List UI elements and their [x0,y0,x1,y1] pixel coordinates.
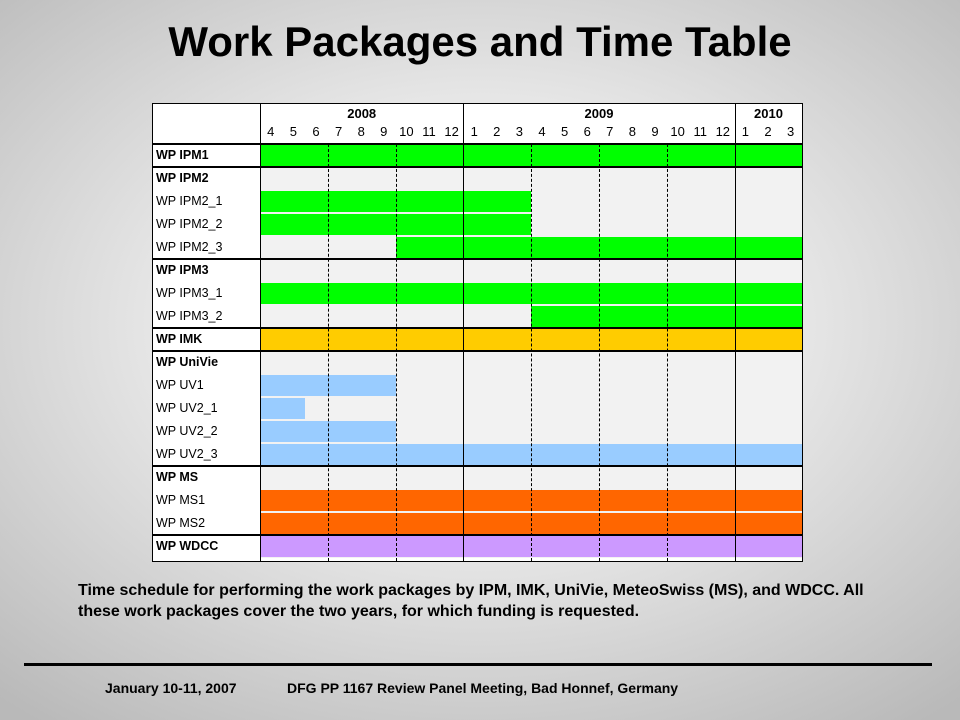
year-label: 2010 [754,106,783,121]
gantt-row-background [260,259,802,282]
month-label: 3 [515,124,523,139]
work-package-label: WP IPM3 [156,263,209,277]
gantt-bar [531,306,803,327]
work-package-label: WP WDCC [156,539,219,553]
quarter-divider [531,144,533,561]
footer-divider [24,663,932,666]
month-label: 3 [786,124,795,139]
group-separator [153,327,802,329]
month-label: 11 [422,124,436,139]
caption-text: Time schedule for performing the work pa… [78,582,864,620]
group-separator [153,350,802,352]
group-separator [153,166,802,168]
month-label: 2 [493,124,501,139]
work-package-label: WP IPM1 [156,148,209,162]
work-package-label: WP UV1 [156,378,204,392]
work-package-label: WP MS1 [156,493,206,507]
month-label: 12 [715,124,731,139]
month-label: 7 [606,124,614,139]
gantt-row-background [260,397,802,420]
month-label: 10 [399,124,414,139]
quarter-divider [599,144,600,561]
gantt-row-background [260,167,802,190]
work-package-label: WP UV2_2 [156,424,218,438]
label-column-border [260,104,261,561]
work-package-label: WP IPM2_3 [156,240,223,254]
month-label: 11 [693,124,707,139]
gantt-bar [260,398,306,419]
group-separator [153,534,802,536]
work-package-label: WP IPM3_2 [156,309,223,323]
group-separator [153,258,802,260]
quarter-divider [666,144,668,561]
work-package-label: WP MS [156,470,199,484]
month-label: 6 [583,124,591,139]
year-label: 2008 [347,106,377,121]
group-separator [153,143,802,145]
group-separator [153,465,802,467]
work-package-label: WP IMK [156,332,203,346]
month-label: 4 [538,124,546,139]
gantt-bar [395,237,803,258]
work-package-label: WP IPM3_1 [156,286,223,300]
work-package-label: WP MS2 [156,516,206,530]
month-label: 6 [312,124,320,139]
year-divider [463,104,465,561]
quarter-divider [395,144,397,561]
month-label: 8 [357,124,365,139]
month-label: 9 [651,124,659,139]
footer-date: January 10-11, 2007 [105,680,237,696]
month-label: 12 [444,124,459,139]
month-label: 4 [267,124,275,139]
month-label: 1 [470,124,478,139]
year-label: 2009 [584,106,614,121]
work-package-label: WP UV2_3 [156,447,218,461]
gantt-row-background [260,351,802,374]
month-label: 8 [628,124,636,139]
month-label: 5 [560,124,569,139]
month-label: 10 [670,124,685,139]
gantt-row-background [260,466,802,489]
work-package-label: WP UniVie [156,355,219,369]
slide-title: Work Packages and Time Table [168,18,792,65]
work-package-label: WP IPM2_1 [156,194,223,208]
work-package-label: WP IPM2 [156,171,209,185]
year-divider [734,104,736,561]
month-label: 5 [289,124,297,139]
footer-meeting: DFG PP 1167 Review Panel Meeting, Bad Ho… [287,680,679,696]
month-label: 1 [741,124,749,139]
month-label: 2 [764,124,772,139]
month-label: 7 [334,124,343,139]
work-package-label: WP IPM2_2 [156,217,223,231]
work-package-label: WP UV2_1 [156,401,218,415]
gantt-chart: 2008 2009 2010 4 5 6 7 8 9 10 11 12 1 2 3 4 5 6 7 8 9 10 11 12 1… [152,103,803,562]
month-label: 9 [380,124,388,139]
quarter-divider [327,144,329,561]
